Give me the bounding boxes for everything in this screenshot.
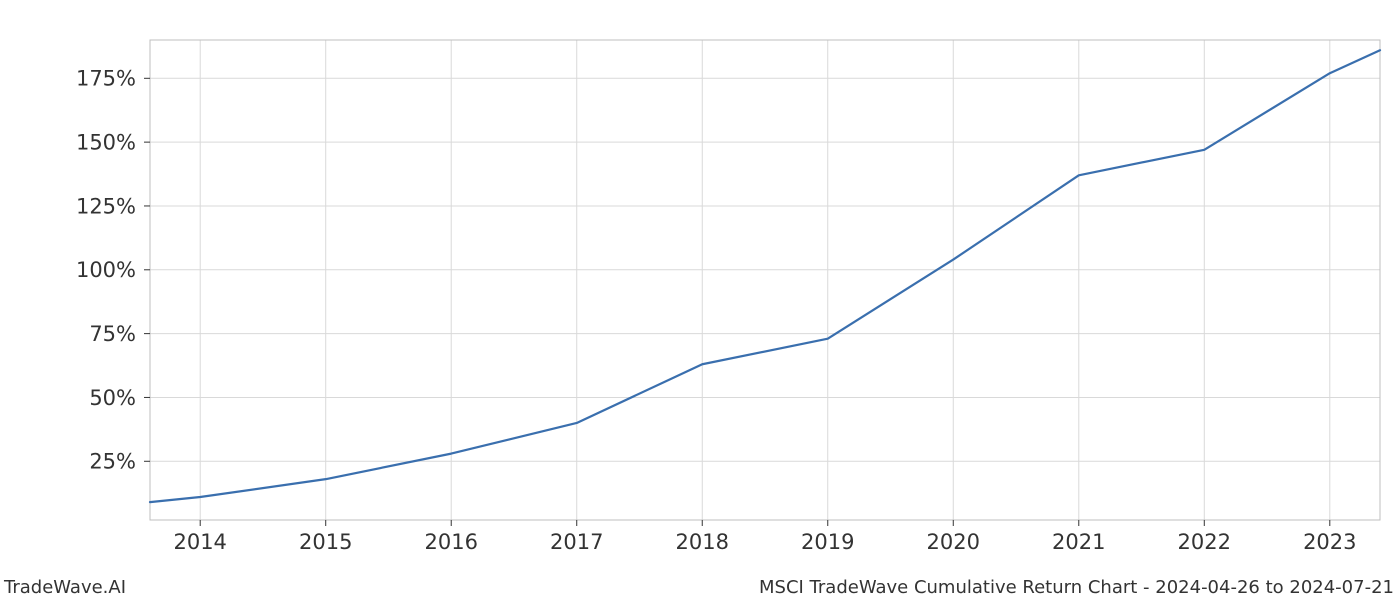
x-tick-label: 2022: [1178, 530, 1231, 554]
y-tick-label: 100%: [76, 258, 136, 282]
x-tick-label: 2021: [1052, 530, 1105, 554]
chart-container: 2014 2015 2016 2017 2018 2019 2020 2021 2022 2023…: [0, 0, 1400, 600]
y-tick-label: 50%: [89, 386, 136, 410]
y-tick-label: 25%: [89, 450, 136, 474]
footer-caption: MSCI TradeWave Cumulative Return Chart -…: [759, 577, 1394, 598]
y-tick-label: 150%: [76, 130, 136, 154]
footer-brand: TradeWave.AI: [4, 577, 126, 598]
x-tick-label: 2020: [927, 530, 980, 554]
x-tick-label: 2017: [550, 530, 603, 554]
x-tick-label: 2016: [424, 530, 477, 554]
x-tick-label: 2015: [299, 530, 352, 554]
x-tick-label: 2018: [676, 530, 729, 554]
y-tick-label: 75%: [89, 322, 136, 346]
x-tick-label: 2014: [173, 530, 226, 554]
x-tick-label: 2019: [801, 530, 854, 554]
line-chart: 2014 2015 2016 2017 2018 2019 2020 2021 2022 2023…: [0, 0, 1400, 600]
x-tick-label: 2023: [1303, 530, 1356, 554]
y-tick-label: 175%: [76, 67, 136, 91]
chart-bg: [0, 0, 1400, 600]
y-tick-label: 125%: [76, 194, 136, 218]
